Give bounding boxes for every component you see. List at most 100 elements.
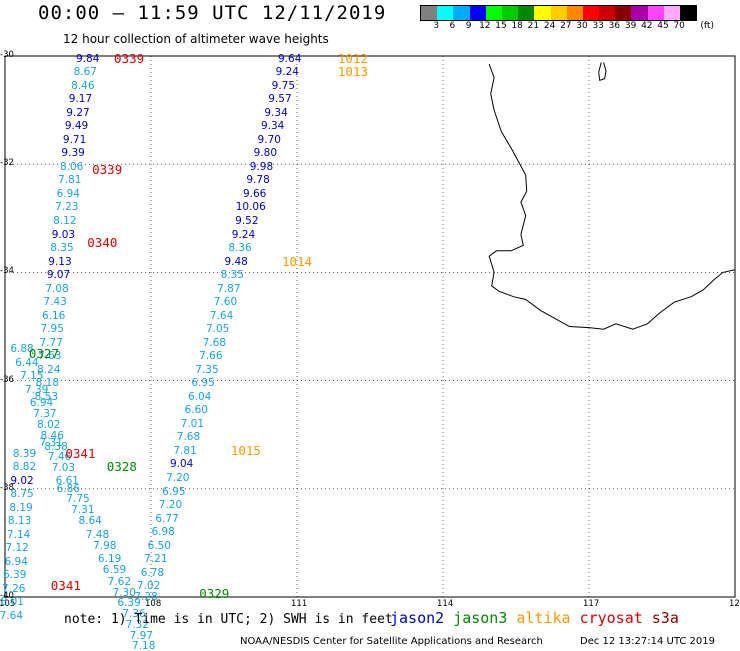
legend-label: 30 [576,21,588,31]
wave-height-value: 7.63 [38,350,62,362]
legend-swatch [518,6,535,20]
wave-height-value: 9.84 [76,52,100,65]
pass-time-label: 1014 [281,253,313,269]
legend-label: 27 [560,21,572,31]
coastline [488,63,736,330]
wave-height-value: 9.07 [46,268,71,281]
wave-height-value: 9.39 [61,147,85,160]
legend-label: 9 [465,21,472,31]
color-scale-legend [420,5,698,21]
wave-height-value: 7.77 [39,336,63,349]
wave-height-value: 8.12 [53,214,77,227]
wave-height-value: 7.05 [205,322,230,335]
wave-height-value: 9.64 [277,52,302,65]
wave-height-value: 9.17 [68,93,93,106]
legend-label: 21 [527,21,540,31]
wave-height-value: 9.71 [62,133,87,146]
pass-time-label: 0329 [199,586,230,602]
wave-height-value: 7.66 [199,350,223,362]
wave-height-value: 7.87 [217,282,241,295]
legend-swatch [582,6,600,20]
wave-height-value: 9.04 [169,458,194,471]
wave-height-value: 6.16 [41,309,66,322]
lat-tick-label: -30 [0,50,14,60]
wave-height-value: 6.94 [56,187,80,200]
wave-height-value: 9.27 [66,106,90,119]
legend-swatch [453,6,470,20]
wave-height-value: 7.15 [20,370,44,383]
legend-label: 24 [543,21,556,31]
satellite-name: jason2 [390,609,445,627]
wave-height-value: 9.66 [242,187,267,200]
legend-swatch [680,6,697,20]
legend-label: 6 [449,21,456,31]
lon-tick-label: 114 [437,599,454,609]
wave-height-value: 7.12 [5,542,29,555]
pass-time-label: 0339 [114,50,145,66]
wave-height-value: 7.95 [40,322,64,335]
wave-height-value: 7.64 [209,309,234,322]
lat-tick-label: -32 [0,158,14,169]
wave-height-value: 7.02 [136,579,161,592]
legend-swatch [647,6,664,20]
wave-height-value: 6.39 [3,569,27,582]
lon-tick-label: 105 [0,599,16,609]
legend-swatch [550,6,567,20]
legend-swatch [663,6,680,20]
wave-height-value: 7.68 [202,336,226,349]
satellite-legend: jason2 jason3 altika cryosat s3a [390,609,688,627]
wave-height-value: 7.64 [0,609,24,622]
wave-height-value: 7.31 [71,504,95,517]
wave-height-value: 7.81 [173,444,197,457]
wave-height-value: 6.61 [55,474,79,487]
wave-height-value: 9.02 [10,474,34,487]
wave-height-value: 7.39 [24,383,49,396]
pass-time-label: 0327 [28,345,59,361]
lat-tick-label: -40 [0,591,14,601]
footer-note: note: 1) Time is in UTC; 2) SWH is in fe… [64,612,393,627]
wave-height-value: 9.24 [275,65,299,78]
wave-height-value: 8.46 [40,429,64,442]
legend-swatch [421,6,438,20]
legend-label: 39 [624,21,637,31]
wave-height-value: 7.28 [134,590,158,603]
wave-height-value: 9.24 [231,228,256,241]
wave-height-value: 8.24 [37,363,61,376]
wave-height-value: 7.68 [176,431,201,444]
wave-height-value: 6.95 [162,485,186,498]
color-scale-labels: 3 6 9 12 15 18 21 24 27 30 33 36 39 42 45 70 (ft) [420,21,740,33]
map-grid [4,55,736,598]
wave-height-value: 7.97 [129,629,153,642]
pass-time-label: 1015 [230,442,261,458]
wave-height-value: 7.26 [2,582,26,595]
wave-height-value: 9.34 [264,106,288,119]
wave-height-value: 6.86 [56,482,80,495]
wave-height-value: 7.21 [144,552,168,565]
pass-time-label: 0340 [87,234,118,250]
wave-height-value: 6.78 [140,566,165,579]
wave-height-value: 7.03 [51,461,76,474]
legend-swatch [485,6,502,20]
legend-label: 33 [592,21,604,31]
wave-height-value: 8.06 [59,160,84,173]
wave-height-value: 6.98 [151,525,175,538]
wave-height-value: 7.01 [180,417,205,430]
island-coastline [598,62,607,81]
wave-height-value: 6.59 [102,563,127,576]
wave-height-value: 9.13 [48,255,72,268]
wave-height-value: 7.75 [66,492,90,505]
wave-height-value: 7.08 [45,282,69,295]
legend-label: 70 [673,21,685,31]
wave-height-value: 7.14 [6,528,31,541]
wave-height-value: 7.31 [39,436,63,449]
wave-height-value: 9.75 [271,79,296,92]
legend-swatch [469,6,486,20]
wave-height-value: 7.48 [85,528,110,541]
wave-height-value: 6.50 [147,539,171,552]
wave-height-value: 8.13 [7,515,32,527]
wave-height-value: 6.88 [10,342,34,355]
wave-height-value: 9.57 [268,93,292,106]
lon-tick-label: 111 [291,599,308,609]
legend-label: 45 [657,21,669,31]
